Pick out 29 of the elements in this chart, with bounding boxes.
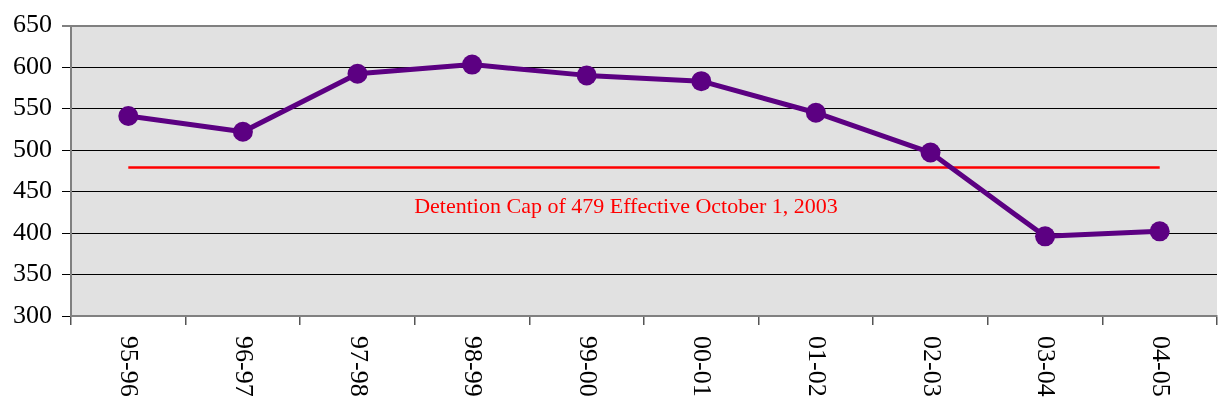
x-tick-label: 04-05: [1146, 336, 1176, 397]
x-tick-label: 99-00: [573, 336, 603, 397]
point: [691, 71, 712, 92]
y-tick-label: 350: [13, 258, 52, 288]
y-tick-label: 400: [13, 216, 52, 246]
y-tick-label: 650: [13, 9, 52, 39]
y-tick-label: 500: [13, 133, 52, 163]
x-tick-label: 03-04: [1032, 336, 1062, 397]
point: [462, 54, 483, 75]
point: [118, 106, 139, 127]
x-tick-label: 96-97: [230, 336, 260, 397]
y-tick-label: 550: [13, 92, 52, 122]
point: [805, 102, 826, 123]
x-tick-label: 00-01: [688, 336, 718, 397]
x-tick-label: 01-02: [803, 336, 833, 397]
x-tick-label: 98-99: [459, 336, 489, 397]
point: [1149, 221, 1170, 242]
point: [347, 63, 368, 84]
point: [576, 65, 597, 86]
point: [1035, 226, 1056, 247]
y-tick-label: 450: [13, 175, 52, 205]
x-tick-label: 95-96: [115, 336, 145, 397]
y-tick-label: 300: [13, 299, 52, 329]
point: [920, 142, 941, 163]
x-tick-label: 97-98: [344, 336, 374, 397]
ref-line-label: Detention Cap of 479 Effective October 1, 2003: [414, 193, 838, 219]
point: [232, 121, 253, 142]
y-tick-label: 600: [13, 50, 52, 80]
x-tick-label: 02-03: [917, 336, 947, 397]
